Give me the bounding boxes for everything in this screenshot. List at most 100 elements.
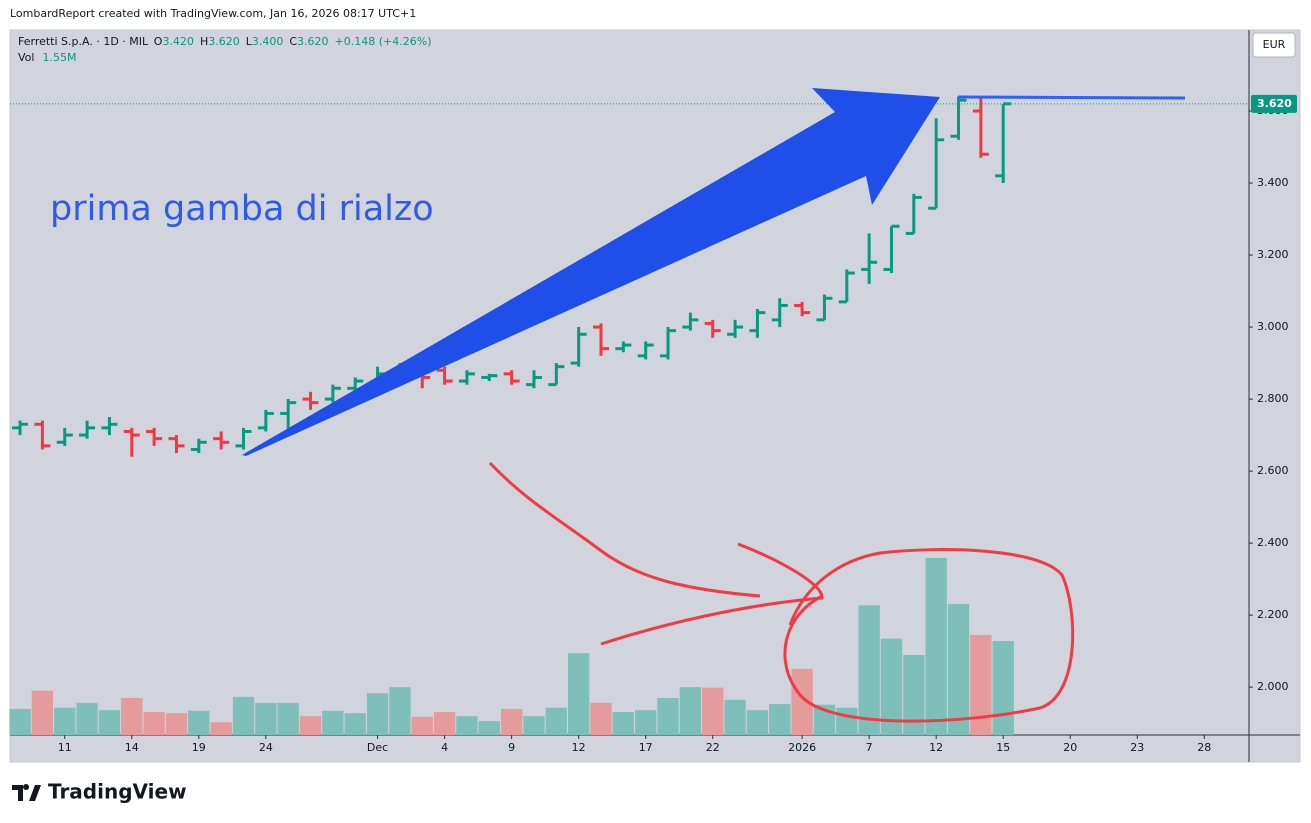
legend-key: O: [154, 35, 163, 48]
volume-bar: [478, 721, 500, 735]
legend-key: C: [289, 35, 297, 48]
x-tick-label: 11: [58, 741, 72, 754]
legend-symbol: Ferretti S.p.A. · 1D · MIL: [18, 35, 149, 48]
legend-value: 3.620: [297, 35, 329, 48]
volume-bar: [411, 716, 433, 735]
volume-bar: [702, 687, 724, 735]
volume-bar: [746, 710, 769, 735]
y-tick-label: 2.600: [1257, 464, 1289, 477]
brand-logo: TradingView: [12, 780, 187, 804]
x-tick-label: 12: [929, 741, 943, 754]
x-tick-label: 7: [866, 741, 873, 754]
x-tick-label: 9: [508, 741, 515, 754]
volume-bar: [791, 668, 813, 735]
x-tick-label: 4: [441, 741, 448, 754]
volume-legend: Vol 1.55M: [18, 51, 76, 64]
volume-bar: [679, 687, 702, 735]
volume-bar: [858, 605, 880, 735]
last-price-label: 3.620: [1257, 97, 1292, 110]
volume-bar: [567, 653, 590, 735]
y-tick-label: 2.000: [1257, 680, 1289, 693]
volume-bar: [9, 708, 31, 735]
freehand-ellipse: [783, 548, 1075, 723]
volume-bar: [545, 707, 567, 735]
volume-bar: [769, 704, 791, 735]
header-credit: LombardReport created with TradingView.c…: [10, 7, 416, 20]
y-tick-label: 2.800: [1257, 392, 1289, 405]
volume-bar: [590, 702, 612, 735]
arrow-drawing: [242, 88, 940, 456]
legend-value: 3.400: [252, 35, 284, 48]
volume-bar: [76, 702, 98, 735]
x-tick-label: Dec: [367, 741, 388, 754]
volume-key: Vol: [18, 51, 34, 64]
x-tick-label: 17: [639, 741, 653, 754]
x-tick-label: 14: [125, 741, 139, 754]
volume-bar: [724, 699, 746, 735]
currency-label[interactable]: EUR: [1263, 38, 1286, 51]
volume-bar: [210, 722, 232, 735]
volume-bar: [500, 708, 523, 735]
volume-bar: [433, 711, 456, 735]
x-tick-label: 20: [1063, 741, 1077, 754]
currency-button[interactable]: [1252, 32, 1296, 58]
volume-bar: [970, 634, 992, 735]
x-tick-label: 23: [1130, 741, 1144, 754]
volume-bar: [277, 702, 299, 735]
volume-bar: [903, 654, 925, 735]
y-tick-label: 3.000: [1257, 320, 1289, 333]
volume-bar: [31, 690, 54, 735]
volume-bar: [299, 716, 322, 735]
y-tick-label: 3.400: [1257, 176, 1289, 189]
volume-bar: [255, 702, 277, 735]
volume-bar: [657, 698, 679, 735]
y-tick-label: 2.400: [1257, 536, 1289, 549]
x-tick-label: 12: [572, 741, 586, 754]
volume-bar: [232, 696, 255, 735]
volume-bar: [925, 557, 947, 735]
volume-bar: [143, 711, 165, 735]
drawings: prima gamba di rialzo: [50, 88, 1186, 723]
volume-bar: [880, 638, 903, 735]
x-tick-label: 24: [259, 741, 273, 754]
x-tick-label: 22: [706, 741, 720, 754]
volume-value: 1.55M: [42, 51, 76, 64]
x-tick-label: 19: [192, 741, 206, 754]
brand-icon: [12, 784, 41, 801]
legend-value: 3.420: [162, 35, 194, 48]
legend-change: +0.148 (+4.26%): [335, 35, 432, 48]
volume-bar: [188, 710, 210, 735]
volume-bar: [389, 687, 411, 735]
volume-bar: [344, 713, 366, 735]
chart-panel: [9, 29, 1301, 763]
freehand-stroke: [488, 461, 761, 598]
x-tick-label: 28: [1197, 741, 1211, 754]
volume-bar: [165, 713, 188, 735]
x-tick-label: 15: [996, 741, 1010, 754]
y-tick-label: 3.200: [1257, 248, 1289, 261]
y-tick-label: 2.200: [1257, 608, 1289, 621]
plot: 2.000 2.200 2.400 2.600 2.800 3.000 3.200 3.400…: [9, 94, 1297, 754]
legend-line: Ferretti S.p.A. · 1D · MIL O3.420 H3.620 L3…: [18, 35, 432, 48]
volume-bar: [612, 711, 635, 735]
legend: Ferretti S.p.A. · 1D · MIL O3.420 H3.620 L3…: [18, 35, 432, 64]
brand-name: TradingView: [48, 780, 187, 804]
last-price-box: [1251, 94, 1297, 113]
volume-bar: [366, 693, 389, 735]
legend-key: L: [246, 35, 253, 48]
freehand-stroke: [600, 542, 824, 646]
volume-bar: [54, 707, 76, 735]
volume-bar: [992, 641, 1014, 735]
volume-bar: [635, 710, 657, 735]
volume-bar: [98, 710, 121, 735]
volume-bar: [121, 698, 143, 735]
volume-bar: [456, 716, 478, 735]
volume-bar: [523, 716, 545, 735]
legend-value: 3.620: [208, 35, 240, 48]
legend-key: H: [200, 35, 208, 48]
resistance-line: [957, 95, 1186, 100]
annotation-text: prima gamba di rialzo: [50, 189, 434, 229]
volume-bar: [836, 707, 858, 735]
